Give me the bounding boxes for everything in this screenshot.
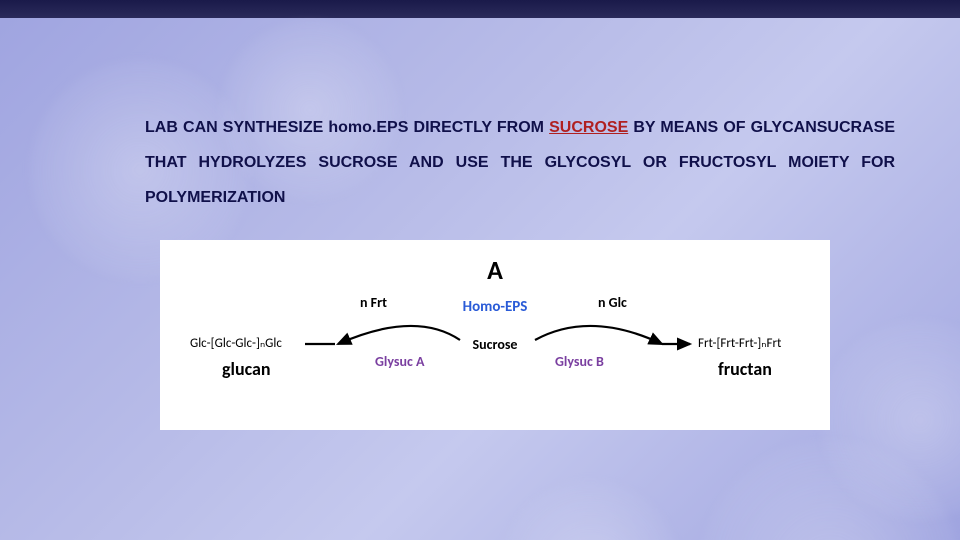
caption-part-1: LAB CAN SYNTHESIZE homo.EPS DIRECTLY FRO… [145, 119, 549, 136]
reaction-arrows [160, 240, 830, 430]
caption-sucrose: SUCROSE [549, 119, 628, 136]
caption-text: LAB CAN SYNTHESIZE homo.EPS DIRECTLY FRO… [145, 110, 895, 216]
diagram-panel: A Homo-EPS n Frt n Glc Sucrose Glysuc A … [160, 240, 830, 430]
bg-blob [500, 480, 680, 540]
top-bar [0, 0, 960, 18]
